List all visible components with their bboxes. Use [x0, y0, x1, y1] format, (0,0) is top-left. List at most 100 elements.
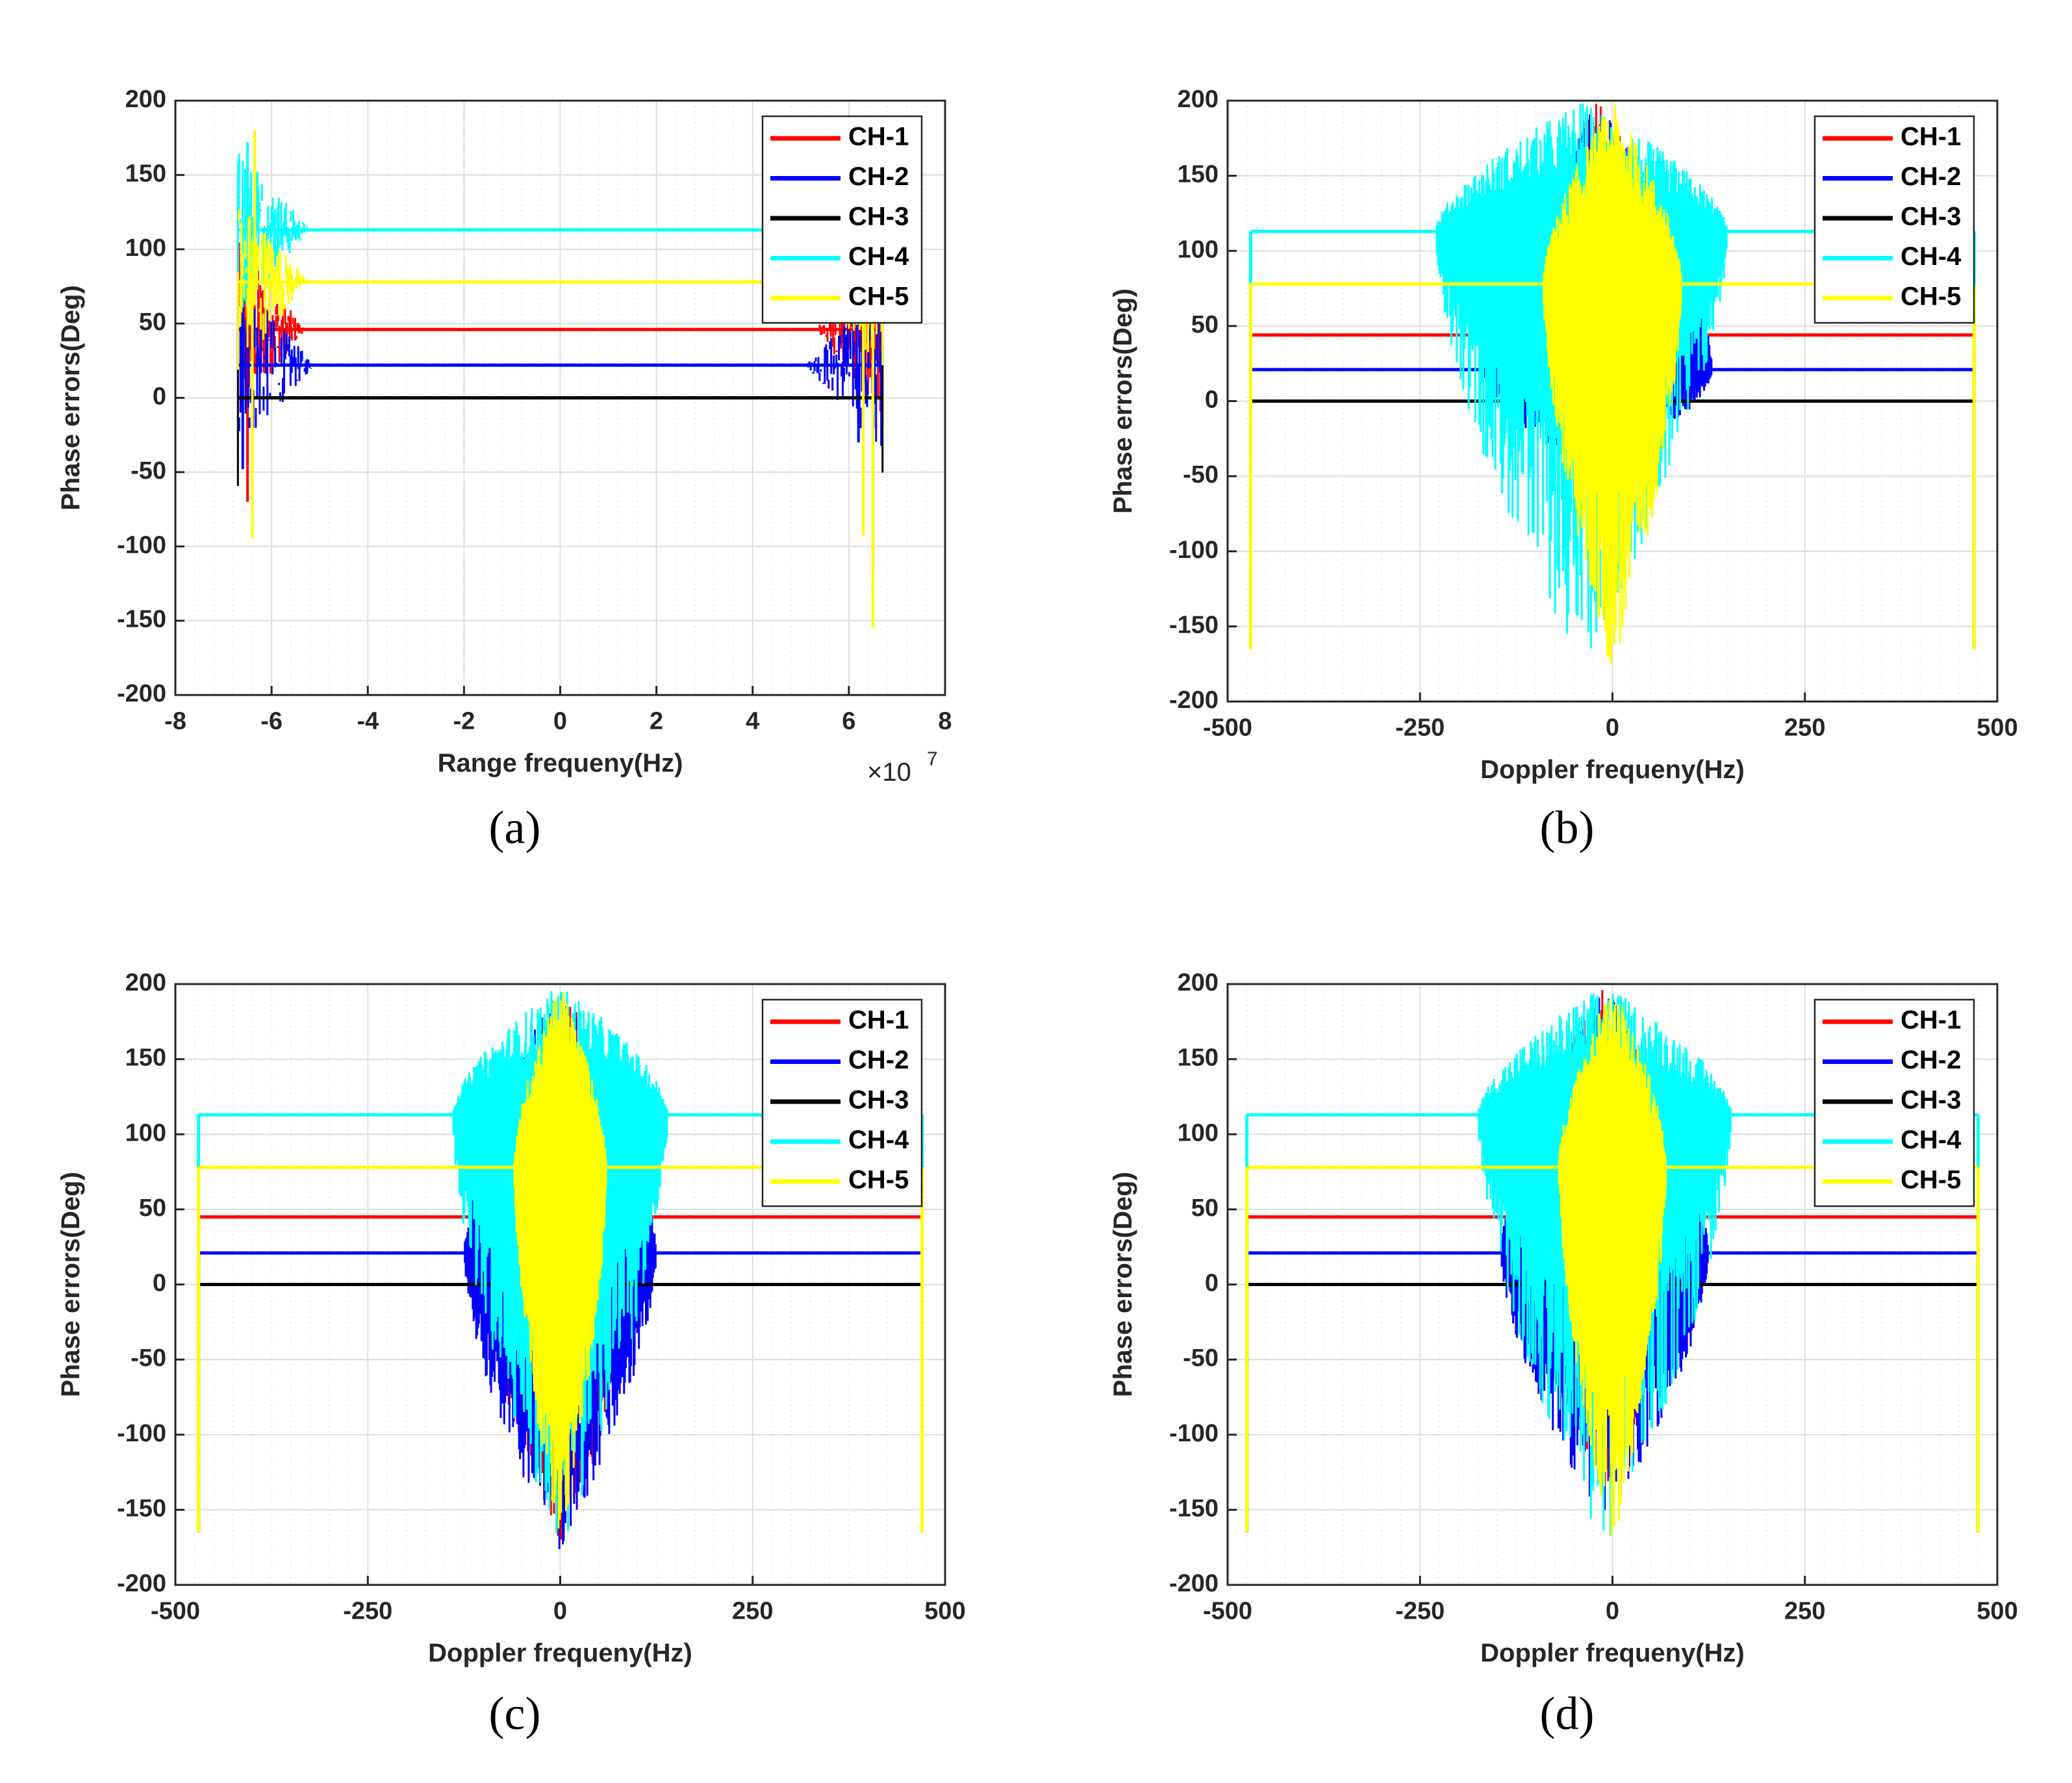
x-axis-label: Doppler frequeny(Hz) [428, 1639, 692, 1667]
y-axis-label: Phase errors(Deg) [1109, 288, 1137, 514]
y-tick-label: 0 [1205, 386, 1219, 414]
x-tick-label: -500 [1203, 714, 1252, 741]
legend-entry: CH-4 [848, 1126, 909, 1154]
chart-panel-a: 200 150 100 50 0 -50 -100 -150 -200-8 -6 -4 -2 0 2 4 6 8… [57, 86, 952, 854]
plot-area [197, 991, 924, 1549]
legend: CH-1 CH-2 CH-3 CH-4 CH-5 [1813, 998, 1975, 1208]
x-axis-label: Doppler frequeny(Hz) [1480, 1639, 1745, 1667]
x-tick-label: 0 [1606, 1597, 1619, 1625]
legend-entry: CH-1 [1901, 123, 1961, 151]
y-tick-label: 200 [125, 86, 166, 113]
x-axis-label: Range frequeny(Hz) [438, 749, 683, 778]
y-tick-label: 0 [1205, 1270, 1219, 1297]
series-edge [1245, 1167, 1980, 1533]
y-tick-label: 150 [125, 160, 166, 187]
y-axis-label: Phase errors(Deg) [57, 285, 85, 511]
legend: CH-1 CH-2 CH-3 CH-4 CH-5 [1813, 115, 1975, 324]
legend-entry: CH-3 [1901, 203, 1961, 231]
x-tick-label: -2 [453, 707, 475, 735]
series-burst [513, 992, 607, 1529]
y-axis-label: Phase errors(Deg) [57, 1172, 85, 1397]
y-tick-label: -200 [117, 680, 166, 707]
series-ch-3 [236, 325, 884, 487]
legend-entry: CH-4 [848, 242, 909, 271]
y-tick-label: 100 [1178, 236, 1219, 263]
x-tick-label: -500 [151, 1597, 200, 1625]
x-tick-label: -4 [357, 707, 379, 735]
y-tick-label: -50 [1183, 1345, 1219, 1372]
y-tick-label: -200 [1169, 687, 1219, 714]
legend-entry: CH-4 [1901, 242, 1962, 271]
y-tick-label: -200 [1169, 1570, 1219, 1597]
x-tick-label: 500 [1977, 1597, 2017, 1625]
y-tick-label: -100 [1169, 537, 1219, 564]
y-tick-label: -200 [117, 1570, 166, 1597]
x-tick-label: 0 [1606, 714, 1619, 741]
y-tick-label: -150 [1169, 1495, 1219, 1522]
legend: CH-1 CH-2 CH-3 CH-4 CH-5 [761, 998, 923, 1208]
legend-entry: CH-1 [848, 123, 909, 151]
x-tick-label: 2 [650, 707, 663, 735]
x-tick-label: 8 [938, 707, 952, 735]
x-tick-label: 6 [842, 707, 855, 735]
y-tick-label: 50 [139, 309, 166, 336]
x-tick-label: 0 [553, 1597, 567, 1625]
x-tick-label: -6 [260, 707, 283, 735]
plot-area [1249, 103, 1976, 664]
y-tick-label: -50 [1183, 461, 1219, 488]
y-tick-label: 0 [153, 383, 166, 411]
y-tick-label: 0 [153, 1270, 166, 1297]
legend-entry: CH-2 [848, 1046, 909, 1074]
y-tick-label: 150 [1178, 161, 1219, 188]
y-tick-label: 100 [125, 1119, 166, 1146]
y-tick-label: -50 [131, 1345, 166, 1372]
series-edge [197, 1167, 924, 1533]
series-burst [1543, 105, 1682, 664]
y-tick-label: 100 [125, 234, 166, 262]
panel-caption: (a) [489, 802, 541, 854]
legend-entry: CH-3 [848, 203, 909, 231]
y-tick-label: -100 [117, 531, 166, 559]
y-tick-label: -100 [117, 1420, 166, 1447]
legend-entry: CH-4 [1901, 1126, 1962, 1154]
x-tick-label: -8 [164, 707, 186, 735]
y-tick-label: -100 [1169, 1420, 1219, 1447]
x-multiplier-exp: 7 [927, 748, 938, 770]
legend-entry: CH-2 [1901, 162, 1961, 191]
x-tick-label: -250 [343, 1597, 392, 1625]
y-tick-label: 100 [1178, 1119, 1219, 1146]
y-tick-label: 200 [125, 969, 166, 996]
legend-entry: CH-5 [848, 283, 909, 311]
y-tick-label: 150 [125, 1044, 166, 1072]
series-spike [246, 142, 259, 230]
y-tick-label: 200 [1178, 86, 1219, 113]
y-tick-label: 150 [1178, 1044, 1219, 1072]
x-tick-label: 250 [1784, 1597, 1825, 1625]
series-noise [236, 325, 884, 487]
x-tick-label: 500 [924, 1597, 965, 1625]
y-tick-label: -150 [117, 1495, 166, 1522]
x-tick-label: 500 [1977, 714, 2017, 741]
x-tick-label: -250 [1395, 714, 1445, 741]
y-tick-label: 50 [1191, 1195, 1219, 1222]
y-tick-label: -50 [131, 457, 166, 485]
plot-area [236, 130, 884, 629]
x-tick-label: -250 [1395, 1597, 1445, 1625]
y-tick-label: 50 [1191, 311, 1219, 338]
legend-entry: CH-5 [1901, 283, 1961, 311]
x-tick-label: 250 [732, 1597, 773, 1625]
x-tick-label: 0 [553, 707, 567, 735]
panel-caption: (c) [489, 1688, 541, 1739]
legend-entry: CH-2 [848, 162, 909, 191]
y-axis-label: Phase errors(Deg) [1109, 1172, 1137, 1397]
series-edge [1249, 284, 1976, 650]
legend-entry: CH-5 [848, 1166, 909, 1195]
series-spike [241, 326, 860, 470]
y-tick-label: -150 [1169, 611, 1219, 639]
y-tick-label: -150 [117, 606, 166, 633]
x-tick-label: 250 [1784, 714, 1825, 741]
